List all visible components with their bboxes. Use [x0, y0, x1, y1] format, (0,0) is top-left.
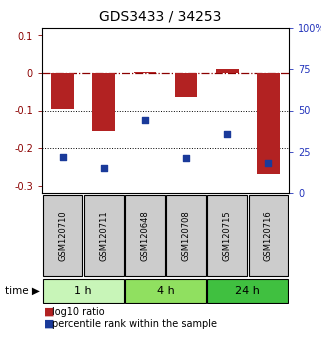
Text: time ▶: time ▶: [5, 286, 40, 296]
Bar: [175, 73, 197, 97]
Text: 24 h: 24 h: [235, 286, 260, 296]
Text: GSM120710: GSM120710: [58, 210, 67, 261]
Text: GSM120711: GSM120711: [99, 210, 108, 261]
Bar: [125, 279, 206, 303]
Bar: [216, 69, 239, 73]
Bar: [92, 73, 115, 131]
Bar: [249, 195, 288, 276]
Text: percentile rank within the sample: percentile rank within the sample: [52, 319, 217, 329]
Bar: [125, 195, 165, 276]
Point: [266, 160, 271, 166]
Bar: [207, 279, 288, 303]
Point: [142, 118, 147, 123]
Text: GSM120708: GSM120708: [182, 210, 191, 261]
Point: [101, 165, 106, 171]
Text: ■: ■: [44, 307, 55, 317]
Point: [225, 131, 230, 136]
Point: [60, 154, 65, 160]
Text: GSM120716: GSM120716: [264, 210, 273, 261]
Text: ■: ■: [44, 319, 55, 329]
Bar: [134, 72, 156, 73]
Text: 1 h: 1 h: [74, 286, 92, 296]
Bar: [43, 279, 124, 303]
Point: [184, 155, 189, 161]
Text: GDS3433 / 34253: GDS3433 / 34253: [99, 10, 222, 24]
Bar: [207, 195, 247, 276]
Text: log10 ratio: log10 ratio: [52, 307, 105, 317]
Text: GSM120648: GSM120648: [140, 210, 149, 261]
Bar: [84, 195, 124, 276]
Text: GSM120715: GSM120715: [223, 210, 232, 261]
Bar: [166, 195, 206, 276]
Bar: [257, 73, 280, 174]
Bar: [43, 195, 82, 276]
Text: 4 h: 4 h: [157, 286, 174, 296]
Bar: [51, 73, 74, 109]
